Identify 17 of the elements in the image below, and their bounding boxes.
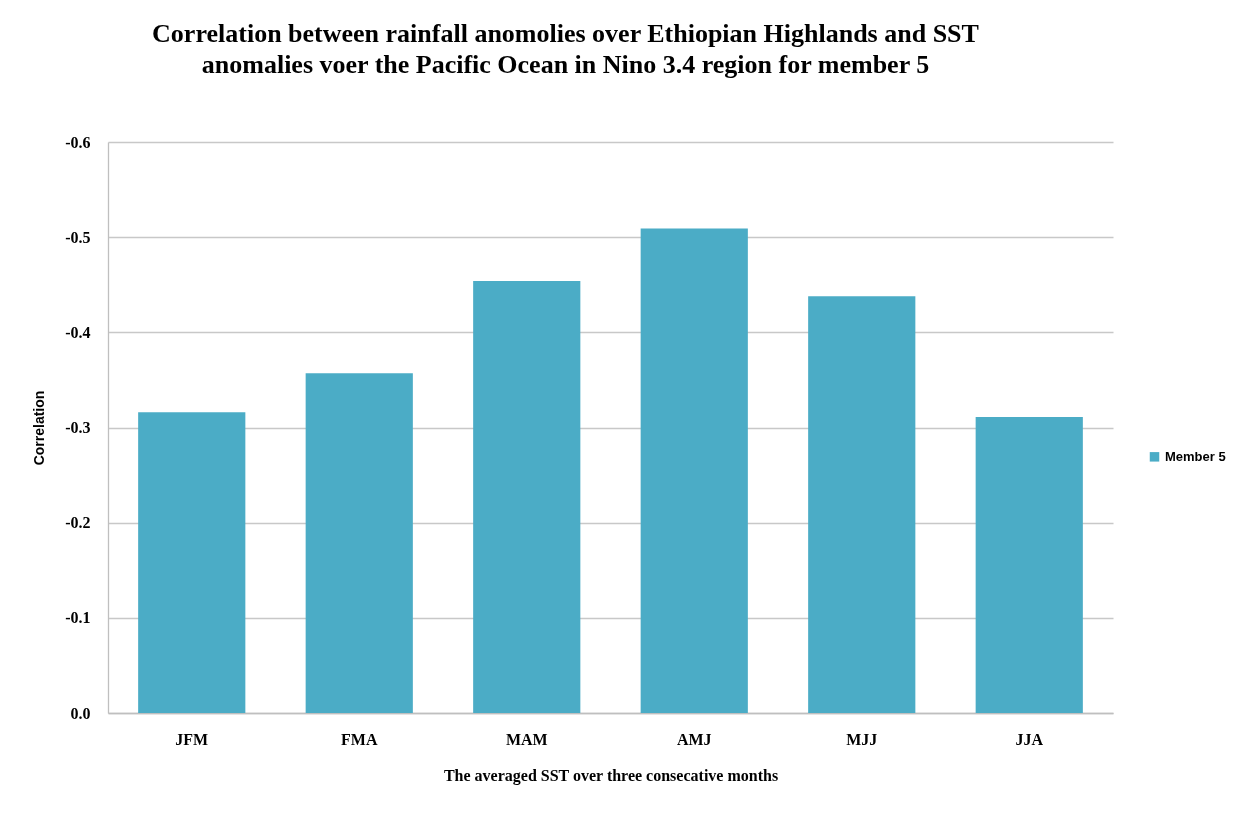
y-tick-label: -0.3 xyxy=(65,419,91,436)
x-tick-label: JJA xyxy=(1015,730,1044,748)
x-tick-label: MJJ xyxy=(846,730,878,748)
x-tick-label: JFM xyxy=(175,730,209,748)
y-tick-label: 0.0 xyxy=(70,704,91,722)
y-axis-title: Correlation xyxy=(31,390,48,466)
y-tick-label: -0.4 xyxy=(65,323,91,341)
legend-label: Member 5 xyxy=(1165,448,1226,464)
y-tick-label: -0.1 xyxy=(65,609,91,627)
x-axis-title: The averaged SST over three consecative months xyxy=(443,766,779,785)
x-tick-label: AMJ xyxy=(676,730,712,748)
chart-title: Correlation between rainfall anomolies over Ethiopian Highlands and SST anomalies voer the Pacific Ocean in Nino 3.4 region for member 5 xyxy=(152,19,979,79)
y-tick-label: -0.2 xyxy=(65,514,91,532)
y-tick-label: -0.6 xyxy=(65,133,91,151)
x-tick-label: FMA xyxy=(341,730,378,748)
y-tick-label: -0.5 xyxy=(65,228,91,246)
x-tick-label: MAM xyxy=(505,730,548,748)
